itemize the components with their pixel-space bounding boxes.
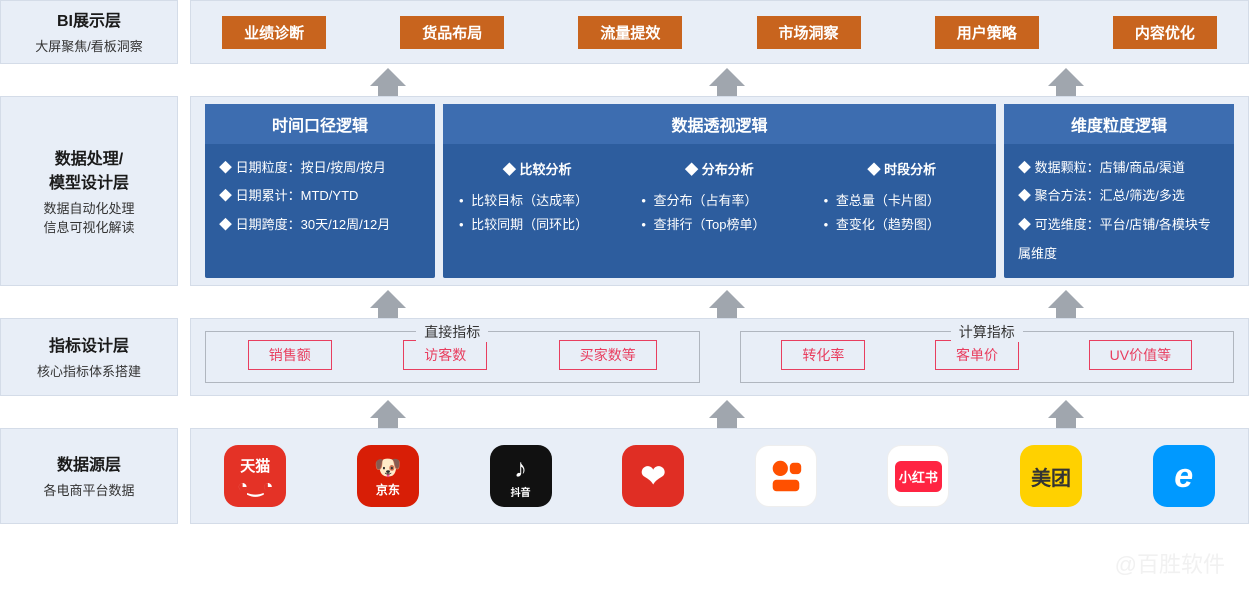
sources-label: 数据源层 各电商平台数据	[0, 428, 178, 524]
processing-content: 时间口径逻辑 日期粒度：按日/按周/按月日期累计：MTD/YTD日期跨度：30天…	[190, 96, 1249, 286]
indicators-content: 直接指标销售额 访客数 买家数等 计算指标转化率 客单价 UV价值等	[190, 318, 1249, 396]
arrow-up-icon	[709, 400, 745, 418]
layer-bi: BI展示层 大屏聚焦/看板洞察 业绩诊断 货品布局 流量提效 市场洞察 用户策略 内容优化	[0, 0, 1249, 64]
dp-col3-body: 数据颗粒：店铺/商品/渠道聚合方法：汇总/筛选/多选可选维度：平台/店铺/各模块…	[1004, 144, 1234, 278]
indicator-group-title: 计算指标	[951, 322, 1023, 342]
indicators-subtitle: 核心指标体系搭建	[37, 362, 141, 382]
arrows-3	[190, 400, 1249, 428]
indicator-group: 计算指标转化率客单价UV价值等	[740, 331, 1235, 383]
sources-subtitle: 各电商平台数据	[43, 481, 134, 501]
dp-sub-item: 查分布（占有率）	[641, 189, 797, 214]
indicators-groups: 直接指标销售额访客数买家数等计算指标转化率客单价UV价值等	[205, 331, 1234, 383]
indicator-box: 访客数	[403, 340, 487, 370]
arrow-up-icon	[1048, 68, 1084, 86]
sources-title: 数据源层	[57, 451, 121, 475]
dp-col2-header: 数据透视逻辑	[443, 104, 996, 144]
bi-category-box: 市场洞察	[757, 16, 861, 49]
arrows-2	[190, 290, 1249, 318]
bi-content: 业绩诊断 货品布局 流量提效 市场洞察 用户策略 内容优化	[190, 0, 1249, 64]
arrow-up-icon	[370, 400, 406, 418]
dp-sub-item: 查变化（趋势图）	[824, 213, 980, 238]
watermark: @百胜软件	[1115, 547, 1225, 579]
arrow-up-icon	[709, 68, 745, 86]
dp-item: 日期粒度：按日/按周/按月	[219, 154, 421, 183]
dp-sub-head: 时段分析	[824, 158, 980, 183]
bi-boxes-row: 业绩诊断 货品布局 流量提效 市场洞察 用户策略 内容优化	[205, 16, 1234, 49]
arrow-up-icon	[709, 290, 745, 308]
sources-content: 天猫◔‿◔ 🐶京东 ♪抖音 ❤ 小红书 美团 e	[190, 428, 1249, 524]
dp-col1-header: 时间口径逻辑	[205, 104, 435, 144]
dp-col3-header: 维度粒度逻辑	[1004, 104, 1234, 144]
indicator-box: 客单价	[935, 340, 1019, 370]
bi-category-box: 用户策略	[935, 16, 1039, 49]
arrow-up-icon	[370, 68, 406, 86]
dp-subcolumn: 比较分析比较目标（达成率）比较同期（同环比）	[449, 150, 625, 272]
processing-label: 数据处理/模型设计层 数据自动化处理信息可视化解读	[0, 96, 178, 286]
dp-item: 日期累计：MTD/YTD	[219, 182, 421, 211]
app-icon-抖音: ♪抖音	[490, 445, 552, 507]
dp-sub-item: 比较同期（同环比）	[459, 213, 615, 238]
dp-item: 数据颗粒：店铺/商品/渠道	[1018, 154, 1220, 183]
app-icon-美团: 美团	[1020, 445, 1082, 507]
app-icon-天猫: 天猫◔‿◔	[224, 445, 286, 507]
indicator-group: 直接指标销售额访客数买家数等	[205, 331, 700, 383]
layer-processing: 数据处理/模型设计层 数据自动化处理信息可视化解读 时间口径逻辑 日期粒度：按日…	[0, 96, 1249, 286]
arrow-up-icon	[1048, 400, 1084, 418]
indicator-box: UV价值等	[1089, 340, 1192, 370]
dp-item: 可选维度：平台/店铺/各模块专属维度	[1018, 211, 1220, 268]
processing-title: 数据处理/模型设计层	[49, 145, 129, 193]
dp-item: 日期跨度：30天/12周/12月	[219, 211, 421, 240]
dp-col2-body: 比较分析比较目标（达成率）比较同期（同环比）分布分析查分布（占有率）查排行（To…	[443, 144, 996, 278]
indicators-title: 指标设计层	[49, 332, 129, 356]
dp-sub-head: 分布分析	[641, 158, 797, 183]
bi-title: BI展示层	[57, 7, 121, 31]
dp-columns: 时间口径逻辑 日期粒度：按日/按周/按月日期累计：MTD/YTD日期跨度：30天…	[205, 104, 1234, 278]
bi-category-box: 货品布局	[400, 16, 504, 49]
app-icon-京东: 🐶京东	[357, 445, 419, 507]
indicators-label: 指标设计层 核心指标体系搭建	[0, 318, 178, 396]
app-icon-饿了么: e	[1153, 445, 1215, 507]
dp-sub-head: 比较分析	[459, 158, 615, 183]
indicator-box: 转化率	[781, 340, 865, 370]
dp-sub-item: 查排行（Top榜单）	[641, 213, 797, 238]
dp-col-time: 时间口径逻辑 日期粒度：按日/按周/按月日期累计：MTD/YTD日期跨度：30天…	[205, 104, 435, 278]
bi-category-box: 流量提效	[578, 16, 682, 49]
layer-indicators: 指标设计层 核心指标体系搭建 直接指标销售额 访客数 买家数等 计算指标转化率 客单价 U…	[0, 318, 1249, 396]
dp-item: 聚合方法：汇总/筛选/多选	[1018, 182, 1220, 211]
layer-sources: 数据源层 各电商平台数据 天猫◔‿◔ 🐶京东 ♪抖音 ❤ 小红书 美团 e	[0, 428, 1249, 524]
arrow-up-icon	[370, 290, 406, 308]
app-icon-小红书: 小红书	[887, 445, 949, 507]
dp-col1-body: 日期粒度：按日/按周/按月日期累计：MTD/YTD日期跨度：30天/12周/12…	[205, 144, 435, 250]
app-icon-快手	[755, 445, 817, 507]
indicator-box: 买家数等	[559, 340, 657, 370]
dp-subcolumn: 时段分析查总量（卡片图）查变化（趋势图）	[814, 150, 990, 272]
dp-sub-item: 查总量（卡片图）	[824, 189, 980, 214]
dp-subcolumn: 分布分析查分布（占有率）查排行（Top榜单）	[631, 150, 807, 272]
arrows-1	[190, 68, 1249, 96]
processing-subtitle: 数据自动化处理信息可视化解读	[43, 199, 134, 238]
dp-col-pivot: 数据透视逻辑 比较分析比较目标（达成率）比较同期（同环比）分布分析查分布（占有率…	[443, 104, 996, 278]
indicator-box: 销售额	[248, 340, 332, 370]
dp-sub-item: 比较目标（达成率）	[459, 189, 615, 214]
layer-bi-label: BI展示层 大屏聚焦/看板洞察	[0, 0, 178, 64]
bi-category-box: 业绩诊断	[222, 16, 326, 49]
bi-subtitle: 大屏聚焦/看板洞察	[35, 37, 143, 57]
bi-category-box: 内容优化	[1113, 16, 1217, 49]
app-icon-拼多多: ❤	[622, 445, 684, 507]
arrow-up-icon	[1048, 290, 1084, 308]
dp-col-dimension: 维度粒度逻辑 数据颗粒：店铺/商品/渠道聚合方法：汇总/筛选/多选可选维度：平台…	[1004, 104, 1234, 278]
indicator-group-title: 直接指标	[416, 322, 488, 342]
